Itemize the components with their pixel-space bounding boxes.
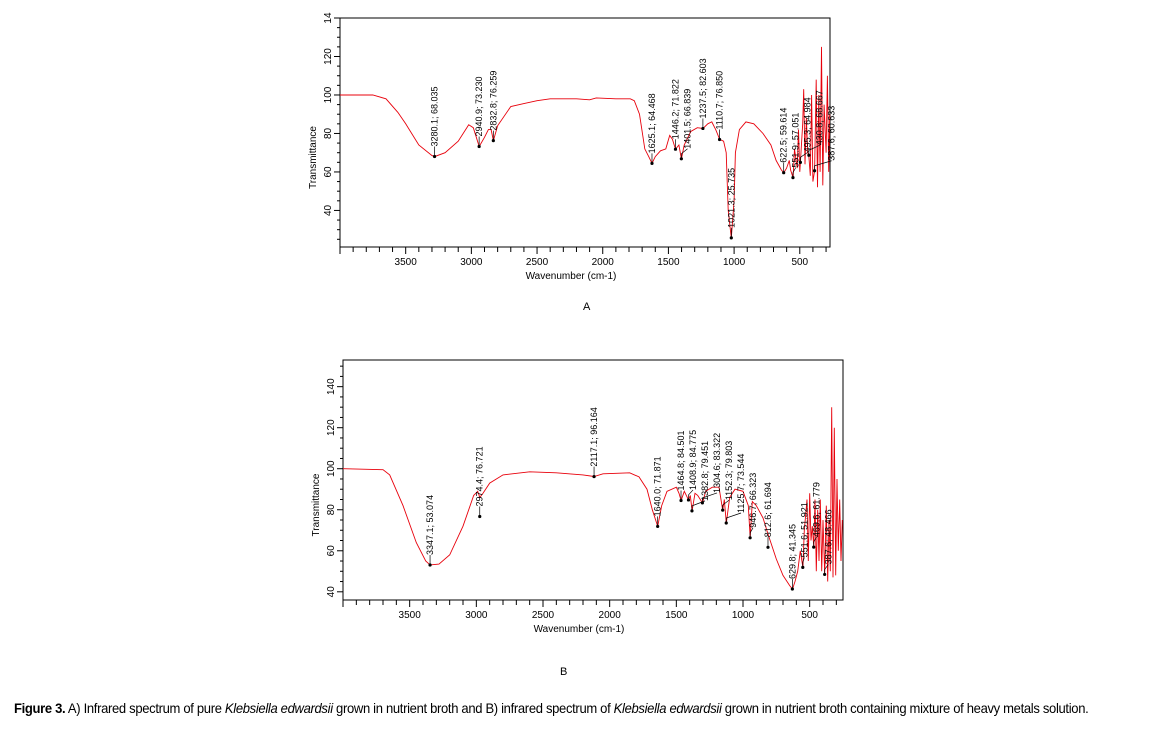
peak-label: 387.6; 60.633 [827, 106, 837, 161]
peak-leader-line [813, 536, 817, 548]
y-tick-label: 80 [323, 127, 334, 139]
peak-leader-line [824, 564, 829, 575]
y-tick-label: 120 [326, 419, 337, 436]
peak-label: 629.8; 41.345 [787, 524, 797, 579]
caption-species: Klebsiella edwardsii [613, 700, 722, 716]
plot-frame [339, 17, 831, 248]
y-tick-label: 40 [323, 204, 334, 216]
peak-label: 1125.7; 73.544 [736, 454, 746, 513]
peak-leader-line [749, 527, 754, 538]
spectrum-line [340, 46, 831, 239]
peak-label: 1625.1; 64.468 [647, 93, 657, 153]
peak-label: 1382.8; 79.451 [700, 441, 710, 501]
x-tick-label: 2000 [592, 257, 615, 268]
peak-label: 551.6; 51.921 [799, 502, 809, 557]
x-tick-label: 1500 [665, 610, 688, 621]
caption-figure-label: Figure 3. [14, 700, 66, 716]
x-tick-label: 2500 [526, 257, 549, 268]
x-tick-label: 2000 [599, 610, 622, 621]
chart-panel-b: 3500 3000 2500 2000 1500 1000 500 40 60 80 100 120 1… [311, 359, 844, 635]
peak-label: 2117.1; 96.164 [589, 407, 599, 466]
peak-label: 1408.9; 84.775 [688, 430, 698, 490]
x-tick-label: 2500 [532, 610, 555, 621]
peak-label: 1304.6; 83.322 [712, 433, 722, 493]
peak-leader-line [722, 499, 730, 511]
peak-leader-line [702, 492, 718, 503]
y-tick-label: 80 [326, 504, 337, 516]
spectrum-line [342, 407, 843, 591]
peak-leader-line [808, 144, 820, 156]
peak-label: 946.7; 66.323 [748, 473, 758, 528]
x-tick-label: 3500 [395, 257, 418, 268]
caption-species: Klebsiella edwardsii [224, 700, 333, 716]
x-tick-label: 500 [791, 257, 808, 268]
chart-panel-a: 3500 3000 2500 2000 1500 1000 500 40 60 80 100 120 1… [308, 12, 837, 282]
x-tick-label: 500 [801, 610, 818, 621]
peak-label: 1401.5; 66.839 [682, 89, 692, 149]
y-tick-label: 14 [323, 12, 334, 24]
peak-label: 430.8; 68.667 [815, 90, 825, 145]
peak-leader-line [814, 160, 832, 171]
peak-label: 1446.2; 71.822 [670, 79, 680, 139]
x-tick-label: 1000 [732, 610, 755, 621]
panel-label-b: B [560, 666, 568, 678]
peak-leader-line [688, 489, 694, 500]
x-axis-title: Wavenumber (cm-1) [526, 271, 617, 282]
plot-frame [342, 359, 844, 601]
peak-leader-line [725, 512, 742, 523]
y-tick-label: 140 [326, 378, 337, 395]
peak-label: 469.6; 61.779 [811, 482, 821, 537]
peak-leader-line [691, 500, 706, 511]
peak-label: 551.9; 57.051 [791, 113, 801, 168]
x-tick-label: 1000 [723, 257, 746, 268]
y-tick-label: 100 [323, 86, 334, 103]
peak-label: 3347.1; 53.074 [425, 495, 435, 555]
peak-label: 387.6; 48.466 [823, 509, 833, 564]
caption-text: A) Infrared spectrum of pure [65, 700, 225, 716]
peak-label: 1640.0; 71.871 [653, 456, 663, 516]
x-tick-label: 3500 [399, 610, 422, 621]
caption-text: grown in nutrient broth and B) infrared … [332, 700, 614, 716]
y-tick-label: 60 [326, 545, 337, 557]
peak-marker [766, 545, 770, 549]
caption-text: grown in nutrient broth containing mixtu… [721, 700, 1089, 716]
peak-leader-line [802, 557, 805, 568]
peak-label: 1110.7; 76.850 [715, 71, 725, 130]
peak-leader-line [800, 152, 808, 163]
x-tick-label: 3000 [465, 610, 488, 621]
x-tick-label: 3000 [460, 257, 483, 268]
ir-spectra-figure: 3500 3000 2500 2000 1500 1000 500 40 60 80 100 120 1… [308, 12, 844, 635]
peak-label: 3280.1; 68.035 [430, 86, 440, 146]
panel-label-a: A [583, 301, 591, 313]
peak-leader-line [792, 167, 797, 178]
y-axis-title: Transmittance [308, 126, 319, 189]
peak-label: 1152.3; 79.803 [724, 441, 734, 500]
y-tick-label: 100 [326, 460, 337, 477]
peak-label: 1464.8; 84.501 [676, 430, 686, 490]
y-tick-label: 120 [323, 48, 334, 65]
peak-label: 1237.5; 82.603 [698, 58, 708, 118]
x-axis-title: Wavenumber (cm-1) [534, 624, 625, 635]
y-axis-title: Transmittance [311, 473, 322, 536]
figure-caption: Figure 3. A) Infrared spectrum of pure K… [14, 699, 1158, 718]
y-tick-label: 60 [323, 166, 334, 178]
peak-label: 812.6; 61.694 [763, 482, 773, 537]
peak-label: 2940.9; 73.230 [474, 76, 484, 136]
peak-label: 2974.4; 76.721 [475, 446, 485, 506]
peak-label: 622.5; 59.614 [779, 108, 789, 163]
peak-label: 1021.3; 25.735 [727, 168, 737, 228]
peak-label: 2832.8; 76.259 [488, 71, 498, 131]
x-tick-label: 1500 [657, 257, 680, 268]
y-tick-label: 40 [326, 586, 337, 598]
peak-leader-line [681, 148, 688, 159]
peak-label: 495.3; 64.984 [803, 97, 813, 152]
